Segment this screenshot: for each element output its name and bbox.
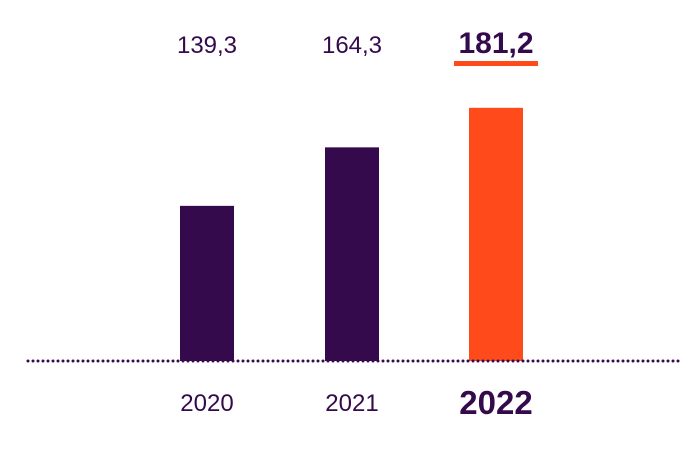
bars-layer (180, 107, 523, 361)
bar-2021 (325, 147, 379, 361)
value-label-2021: 164,3 (322, 32, 382, 59)
value-label-2020: 139,3 (177, 32, 237, 59)
highlight-underline (454, 61, 538, 66)
category-label-2021: 2021 (325, 390, 378, 417)
category-labels-layer: 2020 2021 2022 (180, 384, 532, 421)
category-label-2022: 2022 (459, 384, 532, 421)
value-labels-layer: 139,3 164,3 181,2 (177, 27, 534, 60)
bar-2022 (469, 107, 523, 361)
category-label-2020: 2020 (180, 390, 233, 417)
value-label-2022: 181,2 (458, 27, 533, 60)
bar-2020 (180, 205, 234, 361)
